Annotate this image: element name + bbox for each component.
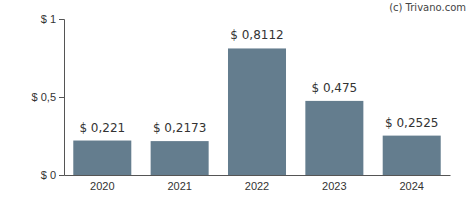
data-label: $ 0,221 — [79, 121, 125, 135]
x-tick-label: 2023 — [322, 180, 346, 192]
y-tick-mark — [59, 97, 64, 98]
y-tick-mark — [59, 19, 64, 20]
x-tick-label: 2024 — [399, 180, 423, 192]
x-tick-label: 2020 — [90, 180, 114, 192]
x-tick: 2024 — [399, 180, 423, 192]
x-axis: 2020 2021 2022 2023 2024 — [65, 176, 451, 193]
x-tick: 2023 — [322, 180, 346, 192]
annotation: (c) Trivano.com — [389, 2, 466, 13]
y-tick-label: $ 0,5 — [32, 91, 56, 103]
y-axis: $ 0 $ 0,5 $ 1 — [32, 13, 65, 181]
y-tick: $ 0 — [41, 169, 64, 181]
y-tick-label: $ 0 — [41, 169, 56, 181]
x-tick: 2022 — [245, 180, 269, 192]
x-tick-label: 2021 — [167, 180, 191, 192]
x-tick-label: 2022 — [245, 180, 269, 192]
y-axis-line — [59, 20, 65, 176]
chart: $ 0$ 0,5$ 120202021202220232024$ 0,221$ … — [0, 0, 470, 200]
y-tick: $ 1 — [41, 13, 64, 25]
data-labels: $ 0,221 $ 0,2173 $ 0,8112 $ 0,475 $ 0,2525 — [79, 28, 438, 135]
data-label: $ 0,2173 — [153, 121, 206, 135]
data-label: $ 0,2525 — [385, 116, 438, 130]
bar — [305, 101, 363, 175]
x-axis-line — [65, 175, 451, 176]
bar — [73, 141, 131, 175]
y-tick-label: $ 1 — [41, 13, 56, 25]
data-label: $ 0,475 — [311, 81, 357, 95]
bar — [228, 48, 286, 175]
bar — [383, 136, 441, 175]
bar — [151, 141, 209, 175]
bars — [73, 48, 440, 175]
x-tick: 2020 — [90, 180, 114, 192]
y-tick: $ 0,5 — [32, 91, 64, 103]
plot: $ 0$ 0,5$ 120202021202220232024$ 0,221$ … — [32, 13, 451, 192]
data-label: $ 0,8112 — [230, 28, 283, 42]
y-tick-mark — [59, 175, 64, 176]
x-tick: 2021 — [167, 180, 191, 192]
